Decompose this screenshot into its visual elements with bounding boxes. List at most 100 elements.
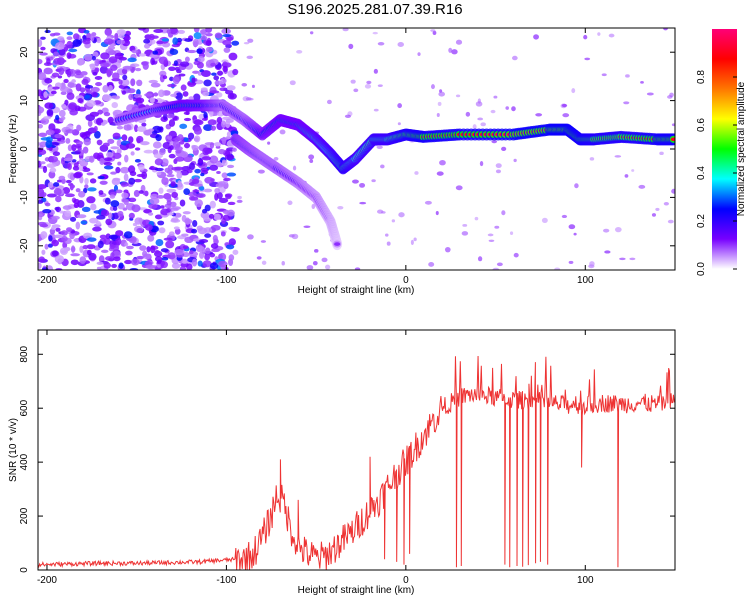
noise-cell xyxy=(131,49,139,54)
noise-cell xyxy=(184,38,193,42)
noise-cell xyxy=(38,262,42,270)
noise-cell xyxy=(260,240,267,243)
noise-cell xyxy=(380,164,385,169)
noise-cell xyxy=(107,212,113,219)
noise-cell xyxy=(134,159,141,163)
noise-cell xyxy=(99,65,108,74)
noise-cell xyxy=(65,137,71,144)
noise-cell xyxy=(174,249,184,256)
noise-cell xyxy=(77,59,84,66)
noise-cell xyxy=(49,167,57,173)
noise-cell xyxy=(218,260,228,268)
noise-cell xyxy=(81,78,89,85)
noise-cell xyxy=(59,210,64,214)
noise-cell xyxy=(247,38,254,43)
noise-cell xyxy=(154,167,164,172)
noise-cell xyxy=(200,87,208,91)
spectrogram-xtick-label: -100 xyxy=(216,275,236,286)
noise-cell xyxy=(121,134,128,141)
noise-cell xyxy=(89,178,97,184)
noise-cell xyxy=(165,240,175,249)
noise-cell xyxy=(65,129,76,134)
noise-cell xyxy=(123,199,129,206)
noise-cell xyxy=(55,227,61,232)
noise-cell xyxy=(208,213,215,219)
noise-cell xyxy=(397,122,401,126)
noise-cell xyxy=(138,28,146,31)
noise-cell xyxy=(110,171,117,175)
noise-cell xyxy=(171,166,181,171)
noise-cell xyxy=(192,189,200,193)
noise-cell xyxy=(480,122,486,127)
noise-cell xyxy=(597,32,601,36)
noise-cell xyxy=(209,90,220,94)
noise-cell xyxy=(669,92,674,98)
noise-cell xyxy=(175,92,183,101)
noise-cell xyxy=(155,238,164,247)
noise-cell xyxy=(98,190,104,195)
noise-cell xyxy=(69,109,78,116)
noise-cell xyxy=(215,183,224,188)
noise-cell xyxy=(541,217,548,224)
noise-cell xyxy=(84,94,90,99)
noise-cell xyxy=(202,260,212,268)
noise-cell xyxy=(176,171,183,179)
noise-cell xyxy=(354,267,361,270)
noise-cell xyxy=(187,191,197,197)
noise-cell xyxy=(102,94,112,102)
noise-cell xyxy=(97,109,103,115)
noise-cell xyxy=(589,261,595,267)
noise-cell xyxy=(74,150,81,155)
noise-cell xyxy=(455,94,461,98)
noise-cell xyxy=(130,151,135,156)
noise-cell xyxy=(89,217,99,224)
noise-cell xyxy=(76,124,82,131)
noise-cell xyxy=(511,106,516,112)
noise-cell xyxy=(46,193,57,198)
noise-cell xyxy=(191,228,198,234)
noise-cell xyxy=(38,213,43,217)
noise-cell xyxy=(166,188,177,193)
noise-cell xyxy=(92,226,102,232)
noise-cell xyxy=(182,211,191,215)
noise-cell xyxy=(227,92,237,100)
noise-cell xyxy=(309,159,314,163)
noise-cell xyxy=(222,159,227,164)
noise-cell xyxy=(166,174,175,178)
noise-cell xyxy=(625,74,630,78)
noise-cell xyxy=(428,261,435,267)
noise-cell xyxy=(193,127,203,135)
noise-cell xyxy=(414,171,419,175)
noise-cell xyxy=(133,93,142,99)
noise-cell xyxy=(438,91,445,97)
noise-cell xyxy=(105,218,113,226)
noise-cell xyxy=(50,90,57,95)
noise-cell xyxy=(194,199,204,208)
noise-cell xyxy=(52,128,61,134)
noise-cell xyxy=(225,120,231,129)
noise-cell xyxy=(162,75,168,80)
noise-cell xyxy=(168,119,176,127)
noise-cell xyxy=(66,227,73,232)
noise-cell xyxy=(198,185,205,191)
noise-cell xyxy=(103,237,111,245)
noise-cell xyxy=(289,80,296,86)
noise-cell xyxy=(136,135,144,144)
noise-cell xyxy=(189,162,196,171)
noise-cell xyxy=(94,58,100,67)
noise-cell xyxy=(221,136,227,145)
noise-cell xyxy=(200,35,208,41)
noise-cell xyxy=(134,147,141,151)
noise-cell xyxy=(216,92,223,98)
noise-cell xyxy=(203,124,213,131)
noise-cell xyxy=(119,166,130,174)
noise-cell xyxy=(205,28,213,33)
noise-cell xyxy=(451,49,458,55)
noise-cell xyxy=(573,232,577,236)
noise-cell xyxy=(156,171,162,176)
noise-cell xyxy=(192,70,200,74)
noise-cell xyxy=(110,64,118,71)
noise-cell xyxy=(413,237,417,242)
noise-cell xyxy=(130,258,140,266)
noise-cell xyxy=(226,131,232,138)
